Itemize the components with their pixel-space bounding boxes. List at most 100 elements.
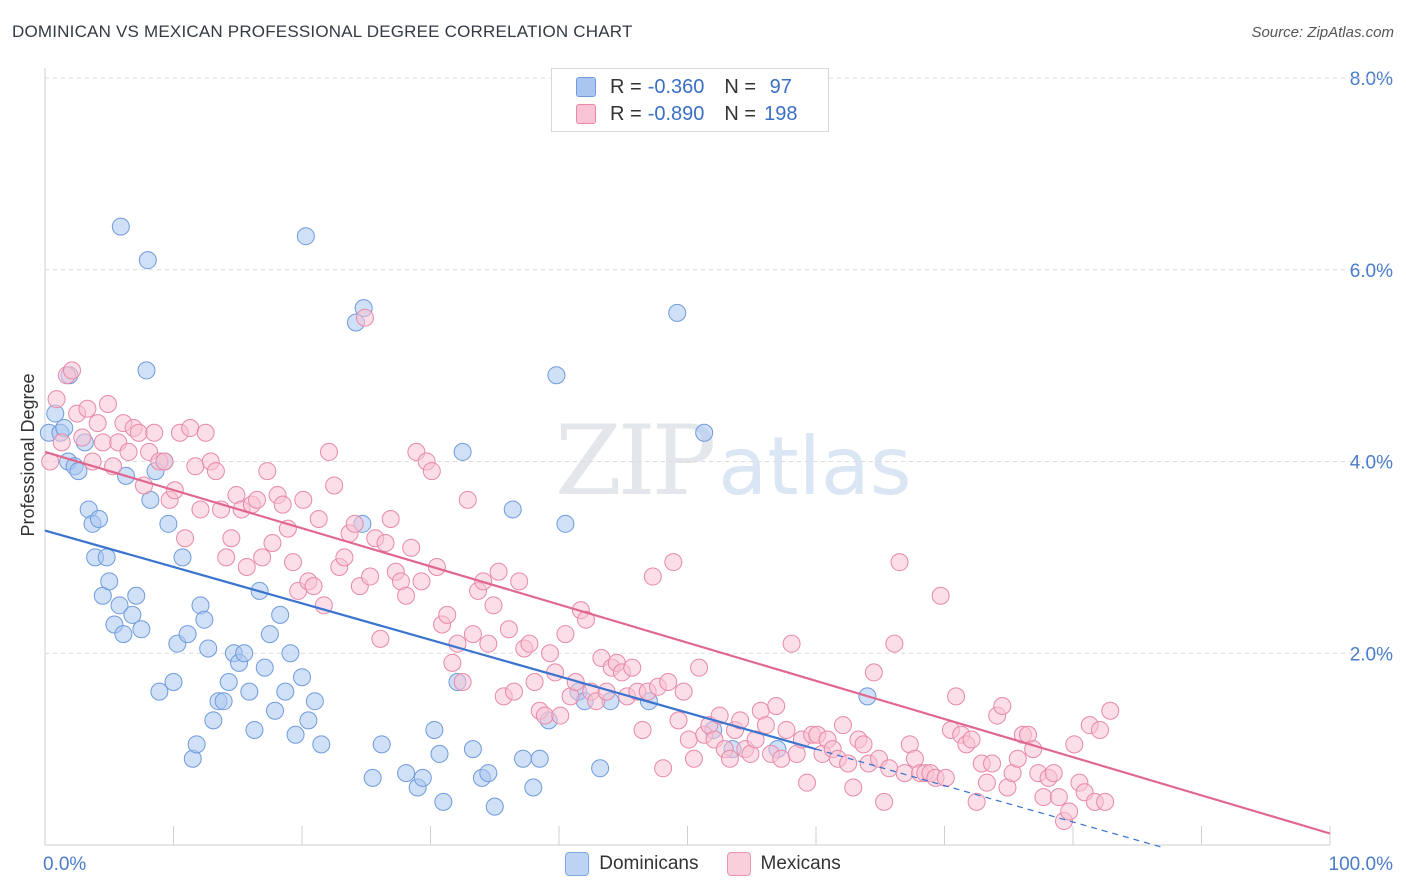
mexican-point [499,620,518,639]
mexican-point [1101,701,1120,720]
mexican-point [576,610,595,629]
mexican-point [731,711,750,730]
legend-label-dominicans: Dominicans [599,853,699,874]
mexican-point [484,596,503,615]
mexican-point [679,730,698,749]
dominican-point [413,768,432,787]
mexican-point [551,706,570,725]
dominican-point [434,792,453,811]
mexican-point [397,586,416,605]
legend-swatch-mexicans [726,852,751,876]
mexican-point [782,634,801,653]
mexican-point [885,634,904,653]
mexican-point [659,673,678,692]
x-tick-label: 100.0% [1329,854,1394,875]
dominican-point [89,510,108,529]
dominican-point [276,682,295,701]
dominican-point [485,797,504,816]
legend-n-label: N = [724,102,757,125]
mexican-point [196,423,215,442]
mexican-point [756,716,775,735]
mexican-point [947,687,966,706]
dominican-point [503,500,522,519]
mexican-point [186,457,205,476]
dominican-point [195,610,214,629]
dominican-point [514,749,533,768]
mexican-point [772,749,791,768]
dominican-point [266,701,285,720]
mexican-point [1096,792,1115,811]
mexican-point [258,462,277,481]
mexican-point [253,548,272,567]
dominican-point [260,625,279,644]
mexican-point [1008,749,1027,768]
mexican-point [222,529,241,548]
mexican-point [936,768,955,787]
y-axis-label: Professional Degree [18,373,38,536]
dominican-point [159,514,178,533]
mexican-point [217,548,236,567]
mexican-point [643,567,662,586]
mexican-point [412,572,431,591]
stats-legend: R = -0.360 N = 97 R = -0.890 N = 198 [551,68,829,132]
mexican-point [355,308,374,327]
mexican-point [88,414,107,433]
dominican-point [110,596,129,615]
mexican-point [145,423,164,442]
mexican-point [458,490,477,509]
mexican-point [983,754,1002,773]
dominican-point [299,711,318,730]
dominican-point [187,735,206,754]
mexican-point [690,658,709,677]
legend-row-mexicans: R = -0.890 N = 198 [576,101,797,127]
dominican-point [430,744,449,763]
dominican-point [425,720,444,739]
mexican-point [47,390,66,409]
mexican-point [248,490,267,509]
mexican-point [273,495,292,514]
mexican-point [98,394,117,413]
legend-item-mexicans[interactable]: Mexicans [726,852,841,876]
mexican-point [798,773,817,792]
dominican-point [97,548,116,567]
y-tick-label: 8.0% [1350,69,1393,90]
dominican-point [204,711,223,730]
legend-r-value: -0.360 [647,75,705,98]
dominican-point [524,778,543,797]
dominican-point [100,572,119,591]
legend-n-value: 97 [764,75,792,98]
legend-swatch-dominicans [576,77,596,97]
dominican-point [137,361,156,380]
dominican-point [281,644,300,663]
legend-swatch-mexicans [576,104,596,124]
dominican-point [695,423,714,442]
mexican-point [623,658,642,677]
mexican-point [977,773,996,792]
mexican-point [967,792,986,811]
mexican-point [854,735,873,754]
dominican-point [199,639,218,658]
mexican-point [664,553,683,572]
legend-r-label: R = [610,75,642,98]
legend-r-label: R = [610,102,642,125]
legend-n-value: 198 [764,102,798,125]
mexican-point [319,442,338,461]
mexican-point [52,433,71,452]
dominican-point [293,668,311,687]
mexican-point [875,792,894,811]
dominican-point [530,749,549,768]
mexican-point [1065,735,1084,754]
legend-item-dominicans[interactable]: Dominicans [565,852,699,876]
dominican-point [235,644,254,663]
mexican-point [654,759,673,778]
mexican-point [309,510,328,529]
mexican-point [119,442,138,461]
mexican-point [427,557,446,576]
mexican-point [402,538,421,557]
dominican-point [547,366,566,385]
dominican-point [463,740,482,759]
legend-swatch-dominicans [565,852,590,876]
mexican-point [1034,788,1053,807]
mexican-point [520,634,539,653]
dominican-point [305,692,324,711]
